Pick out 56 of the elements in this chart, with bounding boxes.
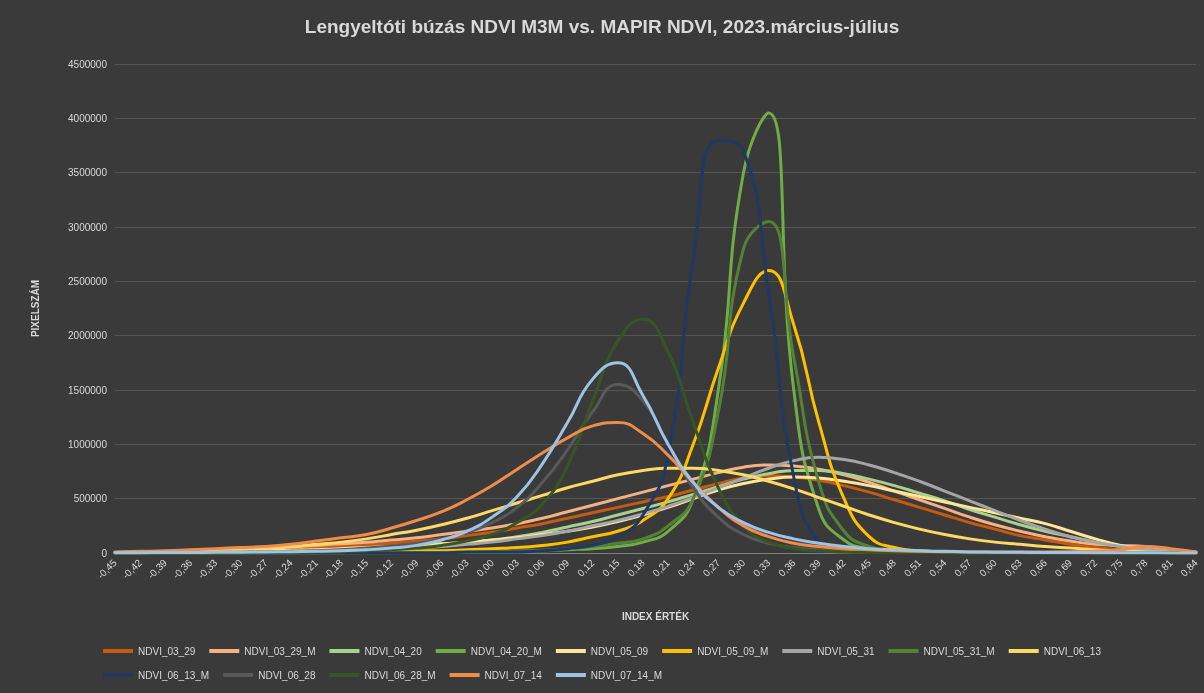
legend-label: NDVI_06_13_M [138, 669, 210, 681]
legend-label: NDVI_07_14 [484, 669, 543, 681]
legend-label: NDVI_04_20 [364, 645, 423, 657]
x-tick-label: 0,51 [901, 556, 924, 579]
x-tick-label: 0,48 [876, 556, 899, 579]
x-tick-label: 0,12 [575, 556, 597, 579]
x-axis-title: INDEX ÉRTÉK [621, 609, 690, 622]
x-tick-label: 0,69 [1052, 556, 1075, 579]
y-tick-label: 0 [101, 547, 108, 559]
x-tick-label: 0,45 [851, 556, 874, 579]
y-tick-label: 3000000 [68, 221, 108, 233]
x-tick-label: 0,84 [1178, 556, 1201, 579]
legend-label: NDVI_06_28 [258, 669, 316, 681]
y-tick-label: 2500000 [68, 275, 108, 287]
x-tick-label: 0,78 [1128, 556, 1150, 579]
x-tick-label: 0,30 [725, 556, 748, 579]
chart-title: Lengyeltóti búzás NDVI M3M vs. MAPIR NDVI, 2023.március-július [304, 16, 900, 37]
x-tick-label: 0,18 [625, 556, 648, 579]
legend-label: NDVI_05_31_M [923, 645, 995, 657]
x-tick-label: 0,21 [650, 556, 673, 579]
x-tick-label: 0,54 [926, 556, 949, 579]
y-tick-label: 500000 [73, 493, 108, 505]
y-tick-label: 3500000 [68, 167, 108, 179]
x-tick-label: 0,57 [952, 556, 974, 579]
x-tick-label: 0,03 [499, 556, 522, 579]
legend-label: NDVI_06_13 [1043, 645, 1102, 657]
x-tick-label: 0,75 [1102, 556, 1125, 579]
legend-label: NDVI_05_09_M [697, 645, 769, 657]
x-tick-label: 0,60 [977, 556, 1000, 579]
y-tick-label: 1000000 [68, 438, 108, 450]
y-tick-label: 4500000 [68, 58, 108, 70]
x-tick-label: 0,36 [776, 556, 798, 579]
x-tick-label: 0,63 [1002, 556, 1025, 579]
x-tick-label: 0,24 [675, 556, 698, 579]
legend-label: NDVI_07_14_M [590, 669, 663, 681]
y-axis-title: PIXELSZÁM [28, 279, 41, 338]
legend-label: NDVI_04_20_M [470, 645, 542, 657]
legend-label: NDVI_05_31 [817, 645, 875, 657]
legend-label: NDVI_06_28_M [364, 669, 436, 681]
x-tick-label: 0,81 [1153, 556, 1176, 579]
legend-label: NDVI_05_09 [590, 645, 649, 657]
x-tick-label: 0,27 [700, 556, 723, 579]
x-tick-label: 0,42 [826, 556, 849, 579]
x-tick-label: 0,06 [524, 556, 547, 579]
x-tick-label: 0,00 [474, 556, 497, 579]
y-tick-label: 1500000 [68, 384, 108, 396]
x-tick-label: 0,33 [750, 556, 773, 579]
x-tick-label: 0,72 [1077, 556, 1100, 579]
legend-label: NDVI_03_29_M [244, 645, 316, 657]
x-tick-label: 0,39 [801, 556, 824, 579]
x-tick-label: 0,15 [600, 556, 622, 579]
x-tick-label: 0,09 [549, 556, 572, 579]
legend-label: NDVI_03_29 [138, 645, 196, 657]
x-tick-label: 0,66 [1027, 556, 1050, 579]
y-tick-label: 4000000 [68, 112, 108, 124]
y-tick-label: 2000000 [68, 330, 108, 342]
